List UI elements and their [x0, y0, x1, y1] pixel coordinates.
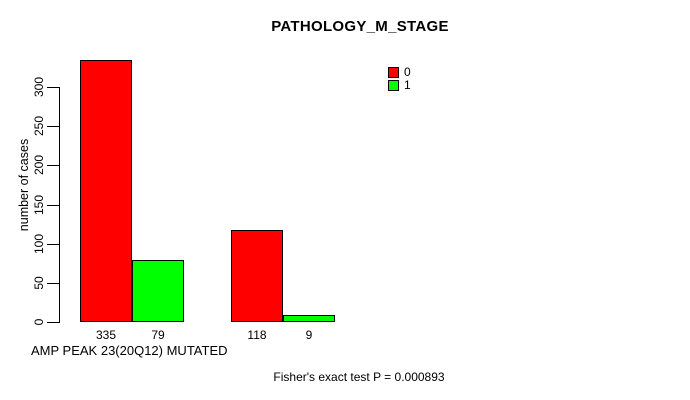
bar — [132, 260, 184, 322]
y-tick-label: 300 — [32, 76, 46, 98]
y-tick-mark — [47, 87, 59, 88]
legend-swatch — [388, 79, 399, 91]
y-tick-label: 50 — [32, 276, 46, 290]
y-tick-mark — [47, 126, 59, 128]
y-axis-line — [59, 87, 60, 323]
bar — [231, 230, 283, 322]
y-tick-mark — [47, 282, 59, 284]
y-tick-label: 200 — [32, 155, 46, 176]
y-tick-mark — [47, 322, 59, 323]
bar-value-label: 335 — [95, 328, 117, 342]
legend-swatch — [388, 66, 399, 78]
bar-value-label: 9 — [305, 328, 313, 342]
stat-annotation: Fisher's exact test P = 0.000893 — [273, 370, 445, 384]
bar — [283, 315, 335, 322]
y-tick-label: 250 — [32, 116, 46, 137]
y-axis-label: number of cases — [17, 138, 31, 232]
legend-item: 1 — [388, 79, 411, 91]
y-tick-label: 150 — [32, 194, 46, 215]
y-tick-mark — [47, 204, 59, 206]
legend-label: 0 — [404, 65, 411, 79]
y-tick-label: 0 — [32, 318, 46, 326]
y-tick-mark — [47, 243, 59, 245]
legend-item: 0 — [388, 66, 411, 78]
chart-title: PATHOLOGY_M_STAGE — [271, 18, 449, 35]
bar-value-label: 79 — [151, 328, 165, 342]
bar-value-label: 118 — [247, 328, 267, 342]
y-tick-mark — [47, 165, 59, 167]
bar — [80, 60, 132, 322]
x-axis-label: AMP PEAK 23(20Q12) MUTATED — [31, 343, 228, 358]
y-tick-label: 100 — [32, 233, 46, 254]
legend-label: 1 — [404, 78, 411, 92]
